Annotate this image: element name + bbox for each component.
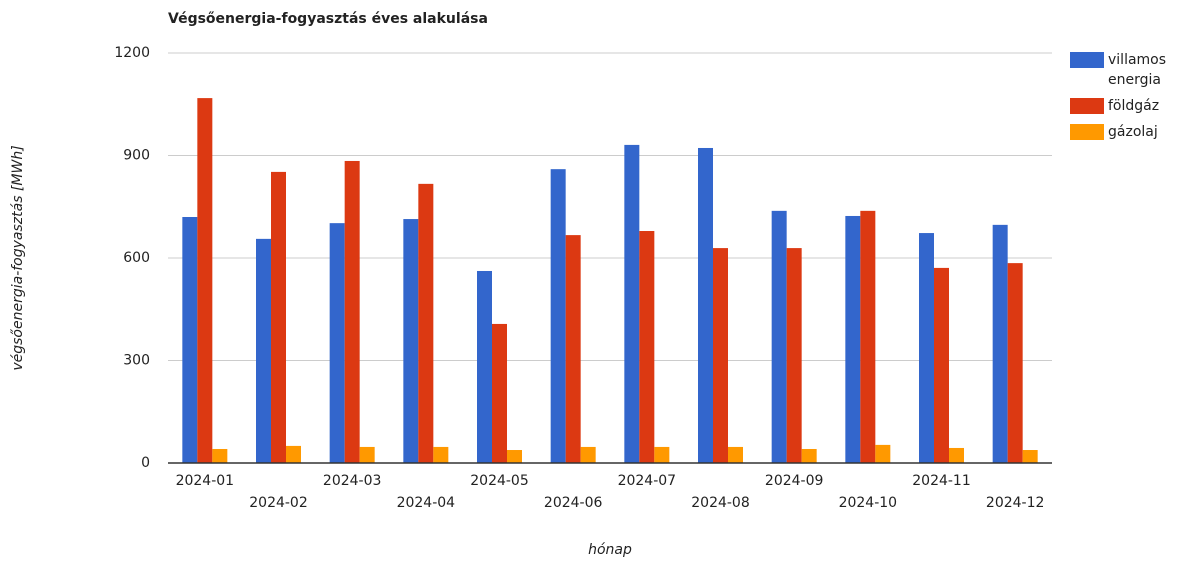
x-tick-label: 2024-04 xyxy=(397,495,456,511)
bar xyxy=(992,224,1008,463)
y-tick-label: 600 xyxy=(123,250,150,266)
bar xyxy=(492,323,507,463)
legend-label: gázolaj xyxy=(1108,124,1158,140)
bar xyxy=(1007,263,1023,463)
x-tick-label: 2024-03 xyxy=(323,473,382,489)
bar xyxy=(433,446,449,463)
bar xyxy=(624,144,640,464)
bar xyxy=(786,248,802,463)
bar xyxy=(845,215,861,463)
x-tick-label: 2024-05 xyxy=(470,473,529,489)
bar xyxy=(550,169,566,463)
bar xyxy=(212,448,228,463)
y-axis-label: végsőenergia-fogyasztás [MWh] xyxy=(10,145,26,370)
x-tick-label: 2024-02 xyxy=(249,495,308,511)
x-tick-label: 2024-01 xyxy=(176,473,235,489)
legend-label: földgáz xyxy=(1108,98,1160,114)
bar xyxy=(197,98,213,463)
bar xyxy=(580,446,596,463)
y-tick-label: 900 xyxy=(123,148,150,164)
legend-swatch xyxy=(1070,98,1104,114)
bar xyxy=(713,248,728,463)
y-tick-label: 300 xyxy=(123,353,150,369)
x-tick-label: 2024-10 xyxy=(839,495,898,511)
x-tick-label: 2024-08 xyxy=(691,495,750,511)
x-tick-label: 2024-07 xyxy=(618,473,677,489)
bar xyxy=(654,446,670,463)
x-tick-label: 2024-06 xyxy=(544,495,603,511)
y-tick-label: 0 xyxy=(141,455,150,471)
bar xyxy=(639,231,655,463)
bar xyxy=(801,448,817,463)
y-tick-label: 1200 xyxy=(114,45,150,61)
x-tick-label: 2024-09 xyxy=(765,473,824,489)
legend: villamos energia földgáz gázolaj xyxy=(1070,50,1180,148)
x-axis-label: hónap xyxy=(588,542,632,558)
bar xyxy=(271,171,286,463)
bar xyxy=(771,210,787,463)
bar xyxy=(728,446,743,463)
bar xyxy=(286,445,301,463)
bar xyxy=(403,219,419,463)
bar xyxy=(1022,450,1038,463)
bar xyxy=(477,270,492,463)
legend-item: földgáz xyxy=(1070,96,1180,116)
x-tick-label: 2024-11 xyxy=(912,473,971,489)
bar xyxy=(256,238,271,463)
legend-item: villamos energia xyxy=(1070,50,1180,90)
legend-label: villamos energia xyxy=(1108,52,1167,88)
bar xyxy=(919,233,934,463)
bar xyxy=(875,444,891,463)
bar xyxy=(329,223,345,463)
x-tick-label: 2024-12 xyxy=(986,495,1045,511)
bar xyxy=(698,147,713,463)
bar xyxy=(949,447,964,463)
chart-title: Végsőenergia-fogyasztás éves alakulása xyxy=(168,11,488,27)
bar xyxy=(860,210,876,463)
bar xyxy=(182,217,198,463)
bar xyxy=(418,183,434,463)
legend-item: gázolaj xyxy=(1070,122,1180,142)
legend-swatch xyxy=(1070,124,1104,140)
bar xyxy=(934,267,949,463)
bar xyxy=(565,235,581,463)
bar xyxy=(359,446,375,463)
bar xyxy=(507,450,522,463)
legend-swatch xyxy=(1070,52,1104,68)
bar xyxy=(344,160,360,463)
